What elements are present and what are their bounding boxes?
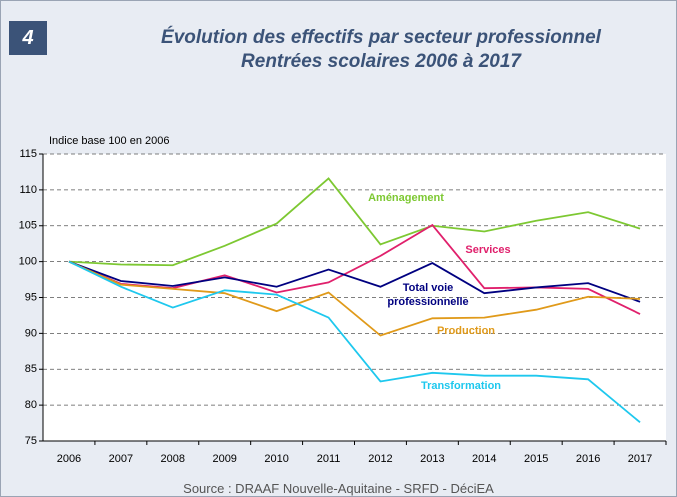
y-tick-label: 85 (25, 363, 37, 375)
series-label: Services (465, 244, 511, 256)
series-line (68, 260, 641, 303)
series-line (68, 260, 641, 424)
y-tick-label: 110 (19, 184, 37, 196)
x-tick-label: 2010 (264, 453, 288, 465)
y-tick-label: 90 (25, 327, 37, 339)
y-tick-label: 95 (25, 291, 37, 303)
y-axis-label: Indice base 100 en 2006 (49, 135, 170, 147)
chart-subtitle: Rentrées scolaires 2006 à 2017 (241, 51, 521, 72)
x-tick-label: 2013 (420, 453, 444, 465)
chart-title: Évolution des effectifs par secteur prof… (161, 27, 601, 48)
series-line (68, 177, 641, 267)
series-label: Total voie professionnelle (387, 282, 469, 308)
x-tick-label: 2015 (524, 453, 548, 465)
y-tick-label: 105 (19, 220, 37, 232)
x-tick-label: 2011 (317, 453, 341, 465)
badge: 4 (9, 21, 47, 55)
series-line (68, 260, 641, 337)
x-tick-label: 2012 (368, 453, 392, 465)
y-tick-label: 80 (25, 399, 37, 411)
series-label: Transformation (420, 380, 502, 392)
x-tick-label: 2009 (212, 453, 236, 465)
y-tick-label: 75 (25, 435, 37, 447)
x-tick-label: 2006 (57, 453, 81, 465)
source: Source : DRAAF Nouvelle-Aquitaine - SRFD… (183, 481, 494, 496)
y-tick-label: 115 (19, 148, 37, 160)
series-label: Aménagement (368, 192, 444, 204)
x-tick-label: 2016 (576, 453, 600, 465)
x-tick-label: 2007 (109, 453, 133, 465)
x-tick-label: 2008 (161, 453, 185, 465)
x-tick-label: 2017 (628, 453, 652, 465)
x-tick-label: 2014 (472, 453, 496, 465)
y-tick-label: 100 (19, 256, 37, 268)
series-label: Production (436, 325, 496, 337)
